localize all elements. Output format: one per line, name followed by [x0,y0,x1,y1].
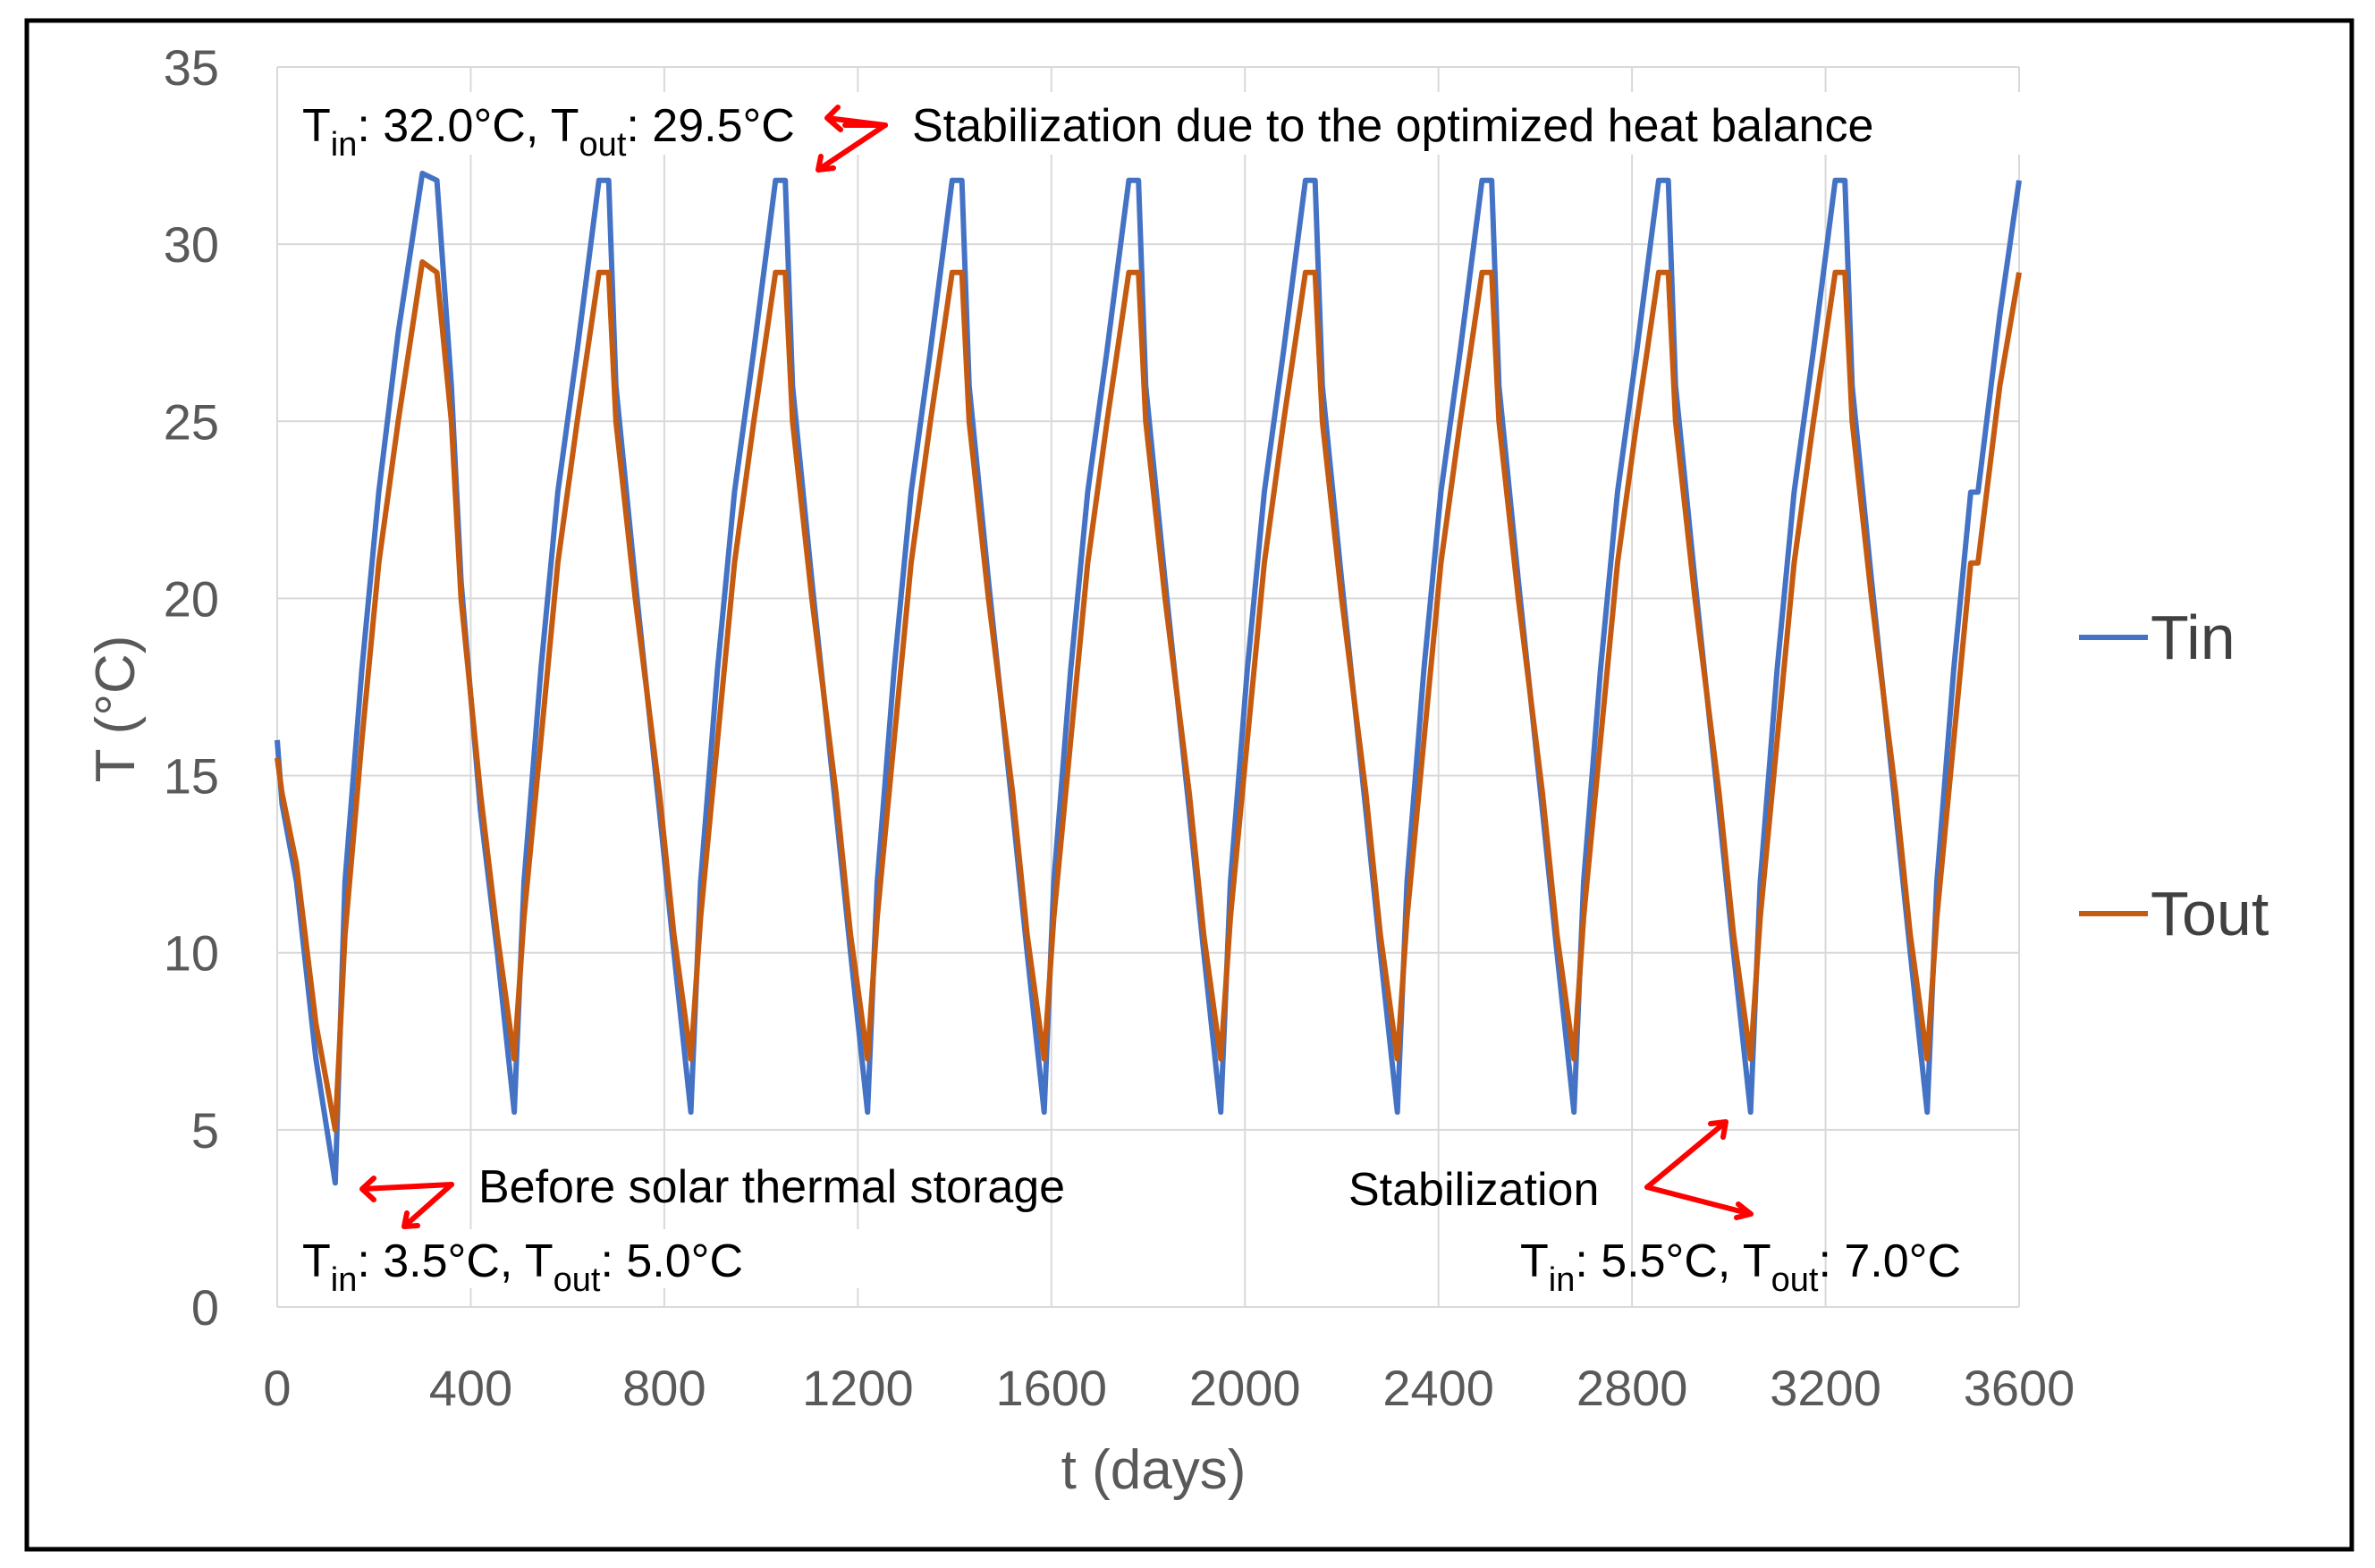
x-tick-label: 3600 [1964,1360,2075,1416]
tin-symbol: T [302,1235,331,1287]
separator: , [500,1235,525,1287]
y-tick-label: 35 [164,39,219,96]
colon: : [1575,1235,1601,1287]
tout-symbol: T [1743,1235,1771,1287]
y-tick-label: 25 [164,393,219,450]
annotation-arrows [359,105,1754,1229]
legend-label-tin: Tin [2151,603,2236,672]
series-line-tout [275,259,2022,1133]
arrow-top-down [816,122,888,173]
series [275,170,2022,1186]
tin-subscript: in [331,1261,358,1299]
annotation-stab-text: Stabilization [1348,1164,1599,1216]
tin-value: 3.5°C [383,1235,500,1287]
tin-value: 32.0°C [383,100,526,152]
x-tick-label: 0 [263,1360,291,1416]
x-axis-title: t (days) [1061,1439,1247,1501]
y-axis-title: T (°C) [85,636,147,783]
tout-subscript: out [579,126,627,164]
colon: : [600,1235,626,1287]
annotation-before-values: Tin: 3.5°C, Tout: 5.0°C [302,1235,743,1299]
arrow-before-left [359,1176,454,1202]
x-tick-label: 1200 [802,1360,914,1416]
arrow-before-down [401,1182,454,1229]
separator: , [526,100,551,152]
anno-before-bg [283,1229,891,1288]
y-tick-label: 5 [191,1102,219,1159]
tin-subscript: in [1549,1261,1576,1299]
legend: Tin Tout [2079,603,2269,948]
x-tick-label: 2800 [1576,1360,1688,1416]
y-tick-label: 30 [164,216,219,273]
tout-subscript: out [1771,1261,1819,1299]
tout-value: 5.0°C [626,1235,743,1287]
y-tick-label: 0 [191,1279,219,1336]
y-tick-label: 20 [164,570,219,627]
arrow-stab-up [1644,1119,1728,1190]
annotation-top-values: Tin: 32.0°C, Tout: 29.5°C [302,100,795,164]
tout-symbol: T [525,1235,554,1287]
annotation-before-text: Before solar thermal storage [478,1161,1065,1213]
tin-value: 5.5°C [1601,1235,1718,1287]
annotation-stab-values: Tin: 5.5°C, Tout: 7.0°C [1520,1235,1961,1299]
anno-top-bg [284,92,2024,155]
tout-subscript: out [554,1261,601,1299]
x-tick-label: 3200 [1770,1360,1881,1416]
x-tick-label: 2400 [1382,1360,1494,1416]
y-tick-label: 10 [164,925,219,982]
colon: : [1818,1235,1844,1287]
colon: : [357,1235,383,1287]
x-tick-label: 800 [622,1360,706,1416]
x-tick-label: 400 [429,1360,512,1416]
x-tick-label: 1600 [995,1360,1107,1416]
colon: : [357,100,383,152]
tin-symbol: T [302,100,331,152]
x-tick-label: 2000 [1189,1360,1301,1416]
tin-symbol: T [1520,1235,1549,1287]
annotation-top-text: Stabilization due to the optimized heat … [912,100,1873,152]
arrow-top-left [824,105,888,132]
tout-value: 29.5°C [652,100,795,152]
tout-value: 7.0°C [1844,1235,1961,1287]
tout-symbol: T [551,100,579,152]
tin-subscript: in [331,126,358,164]
axis-ticks: 0 5 10 15 20 25 30 35 0 400 800 1200 1600 2000 2400 280… [164,39,2075,1416]
outer-frame [24,18,2354,1552]
separator: , [1718,1235,1743,1287]
y-tick-label: 15 [164,748,219,805]
colon: : [626,100,652,152]
arrow-stab-down [1644,1184,1754,1220]
legend-label-tout: Tout [2151,879,2269,948]
